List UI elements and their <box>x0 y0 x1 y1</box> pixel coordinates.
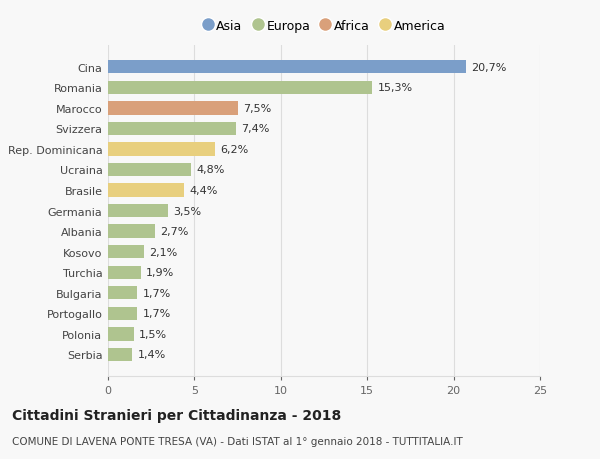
Bar <box>108 266 141 280</box>
Text: 4,8%: 4,8% <box>196 165 224 175</box>
Bar <box>108 348 132 361</box>
Text: 2,7%: 2,7% <box>160 227 188 237</box>
Bar <box>108 143 215 156</box>
Bar <box>108 204 169 218</box>
Bar <box>108 246 144 259</box>
Text: 6,2%: 6,2% <box>220 145 248 155</box>
Text: 2,1%: 2,1% <box>149 247 178 257</box>
Bar <box>108 123 236 136</box>
Bar <box>108 307 137 320</box>
Text: 3,5%: 3,5% <box>173 206 202 216</box>
Text: Cittadini Stranieri per Cittadinanza - 2018: Cittadini Stranieri per Cittadinanza - 2… <box>12 409 341 422</box>
Text: 20,7%: 20,7% <box>471 62 506 73</box>
Bar <box>108 286 137 300</box>
Text: 1,7%: 1,7% <box>143 309 171 319</box>
Bar <box>108 184 184 197</box>
Bar <box>108 163 191 177</box>
Text: 1,4%: 1,4% <box>137 350 166 360</box>
Text: 1,7%: 1,7% <box>143 288 171 298</box>
Bar <box>108 328 134 341</box>
Text: 1,5%: 1,5% <box>139 329 167 339</box>
Text: 7,5%: 7,5% <box>243 104 271 113</box>
Bar <box>108 81 373 95</box>
Text: 7,4%: 7,4% <box>241 124 269 134</box>
Text: 15,3%: 15,3% <box>377 83 413 93</box>
Text: 1,9%: 1,9% <box>146 268 174 278</box>
Text: 4,4%: 4,4% <box>189 185 218 196</box>
Text: COMUNE DI LAVENA PONTE TRESA (VA) - Dati ISTAT al 1° gennaio 2018 - TUTTITALIA.I: COMUNE DI LAVENA PONTE TRESA (VA) - Dati… <box>12 436 463 446</box>
Bar <box>108 225 155 238</box>
Legend: Asia, Europa, Africa, America: Asia, Europa, Africa, America <box>203 20 445 33</box>
Bar <box>108 61 466 74</box>
Bar <box>108 102 238 115</box>
